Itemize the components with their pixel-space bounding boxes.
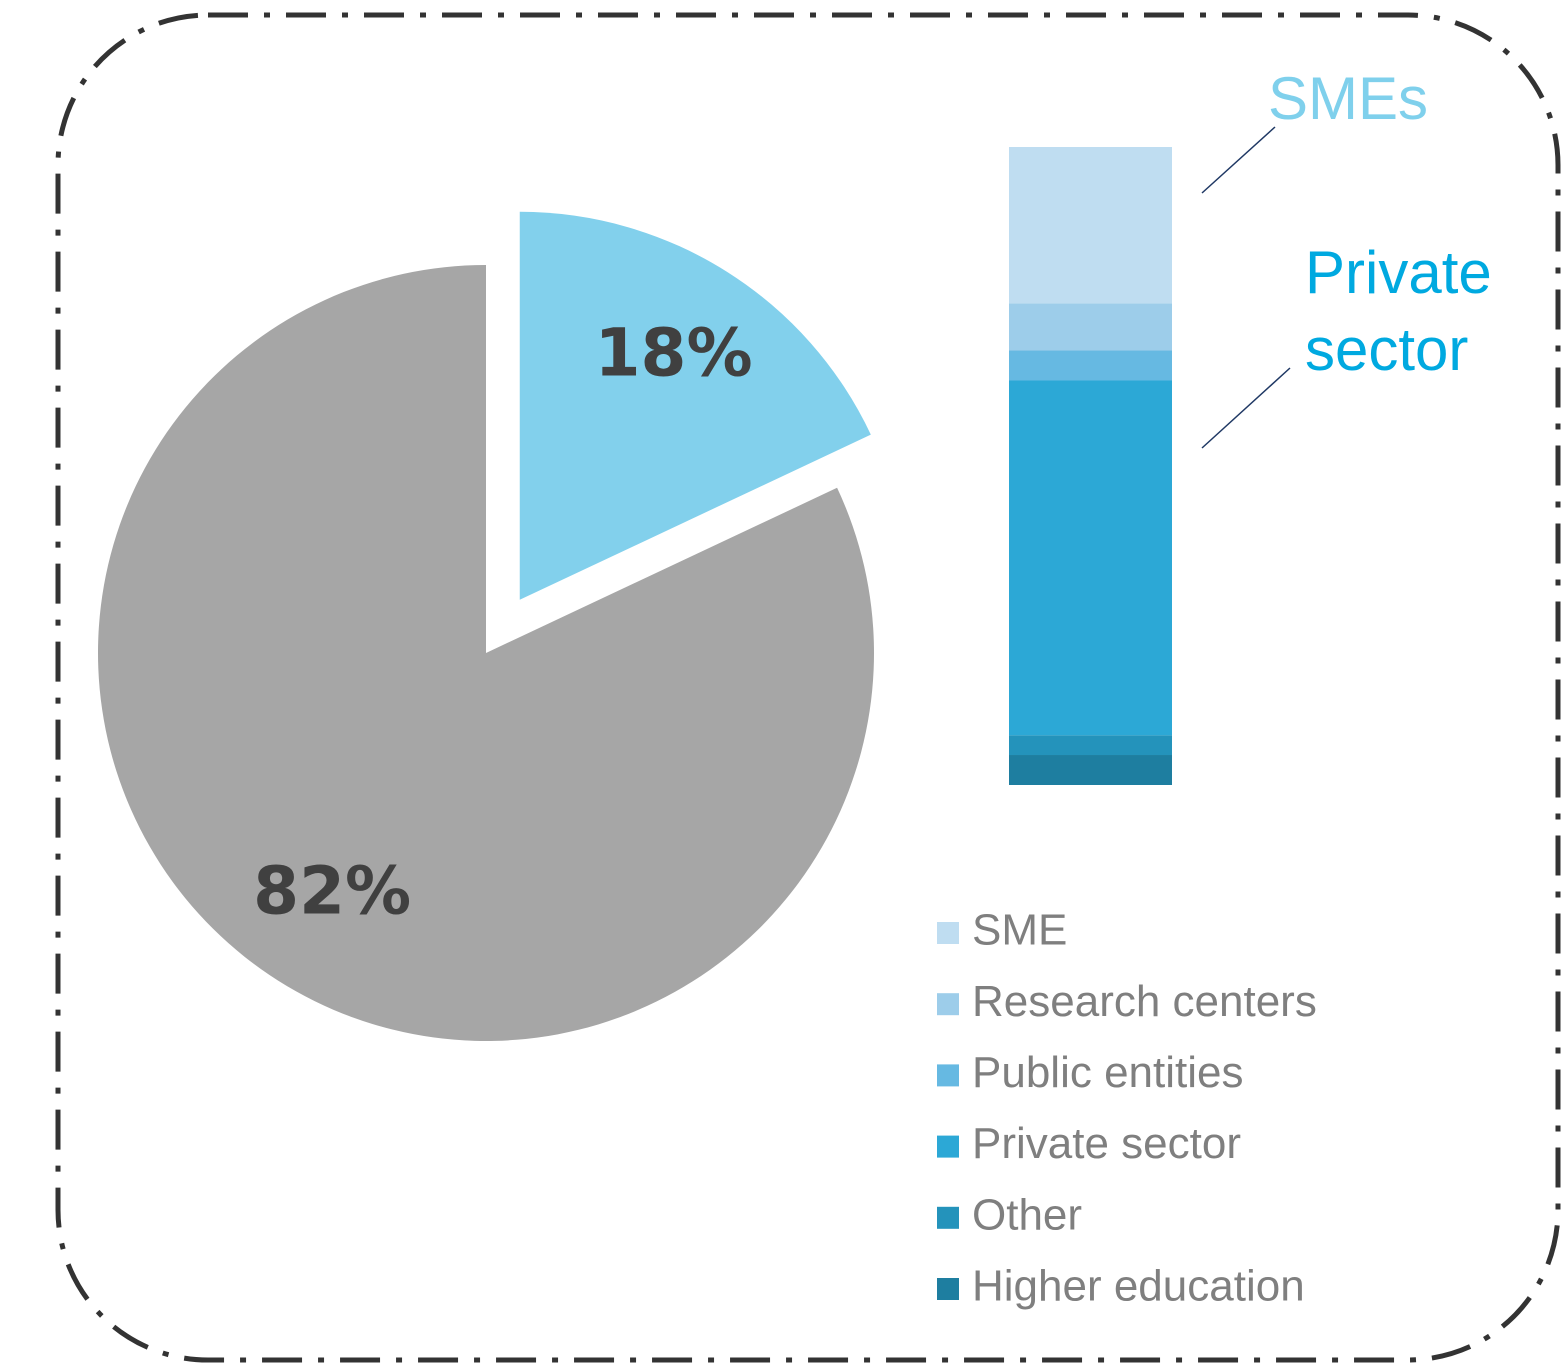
pie-slice (97, 265, 875, 1042)
annotation: Private (1305, 239, 1492, 306)
bar-segment (1009, 735, 1172, 756)
legend-label: Private sector (972, 1119, 1241, 1168)
bar-segment (1009, 350, 1172, 381)
bar-segment (1009, 147, 1172, 304)
legend-swatch (937, 1206, 959, 1229)
legend-label: Research centers (972, 977, 1317, 1026)
data-label: 18% (595, 314, 753, 391)
data-label: 82% (253, 852, 411, 929)
pie-slice (519, 211, 871, 600)
leader-line (1201, 367, 1291, 449)
legend-swatch (937, 922, 959, 944)
legend-swatch (937, 993, 959, 1016)
legend-swatch (937, 1278, 959, 1300)
bar-segment (1009, 755, 1172, 785)
legend-swatch (937, 1064, 959, 1087)
legend-swatch (937, 1135, 959, 1158)
frame (55, 12, 1561, 1363)
bar-segment (1009, 380, 1172, 736)
annotation: SMEs (1268, 65, 1428, 132)
legend-label: Higher education (972, 1262, 1305, 1311)
annotation: sector (1305, 316, 1468, 383)
legend-label: SME (972, 906, 1067, 955)
legend-label: Other (972, 1190, 1082, 1239)
legend-label: Public entities (972, 1048, 1243, 1097)
bar-segment (1009, 303, 1172, 351)
leader-line (1201, 126, 1276, 194)
